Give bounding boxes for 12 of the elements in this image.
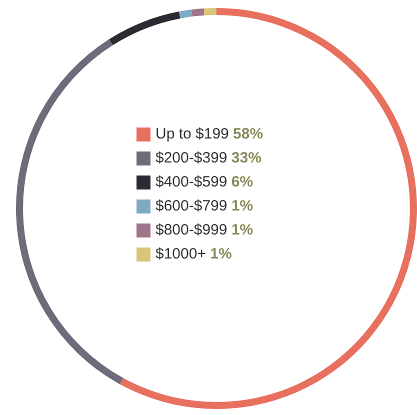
data-label: 1%: [210, 246, 232, 263]
data-label: 1%: [231, 222, 254, 239]
data-label: 58%: [233, 126, 264, 143]
legend-label: $600-$799: [156, 198, 228, 215]
legend-label: $800-$999: [156, 222, 228, 239]
data-label: 1%: [231, 198, 254, 215]
legend-label: Up to $199: [156, 126, 229, 143]
legend-label: $400-$599: [156, 174, 228, 191]
legend-label: $200-$399: [156, 150, 228, 167]
legend-label: $1000+: [156, 246, 206, 263]
data-label: 33%: [231, 150, 262, 167]
data-label: 6%: [231, 174, 254, 191]
